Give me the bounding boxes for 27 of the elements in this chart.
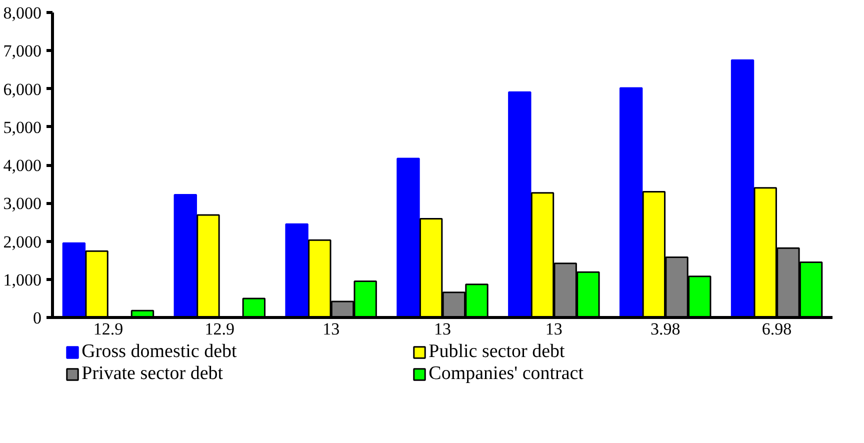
bar — [62, 242, 86, 318]
legend-label: Gross domestic debt — [82, 341, 238, 363]
x-tick-label: 12.9 — [93, 320, 124, 338]
legend-label: Public sector debt — [428, 341, 566, 363]
y-tick-label: 6,000 — [3, 80, 42, 99]
x-tick-label: 13 — [545, 320, 562, 338]
y-tick-label: 4,000 — [3, 156, 42, 175]
y-tick-label: 0 — [33, 308, 42, 328]
x-tick-label: 13 — [434, 320, 451, 338]
x-tick-label: 3.98 — [650, 320, 680, 338]
y-tick-label: 7,000 — [3, 42, 42, 61]
legend-label: Private sector debt — [82, 363, 224, 385]
legend-label: Companies' contract — [428, 363, 585, 385]
y-tick-label: 5,000 — [3, 118, 42, 137]
y-tick-label: 3,000 — [3, 194, 42, 214]
x-tick-label: 12.9 — [204, 320, 235, 338]
bar — [730, 59, 754, 318]
x-tick-label: 13 — [322, 320, 340, 338]
bar — [174, 194, 197, 318]
y-tick-label: 2,000 — [3, 232, 42, 252]
x-tick-label: 6.98 — [762, 320, 792, 338]
bar — [285, 223, 308, 318]
bar — [619, 87, 643, 318]
y-tick-label: 8,000 — [3, 4, 42, 22]
bar — [508, 91, 532, 318]
y-tick-label: 1,000 — [3, 270, 42, 290]
bar — [396, 158, 420, 318]
